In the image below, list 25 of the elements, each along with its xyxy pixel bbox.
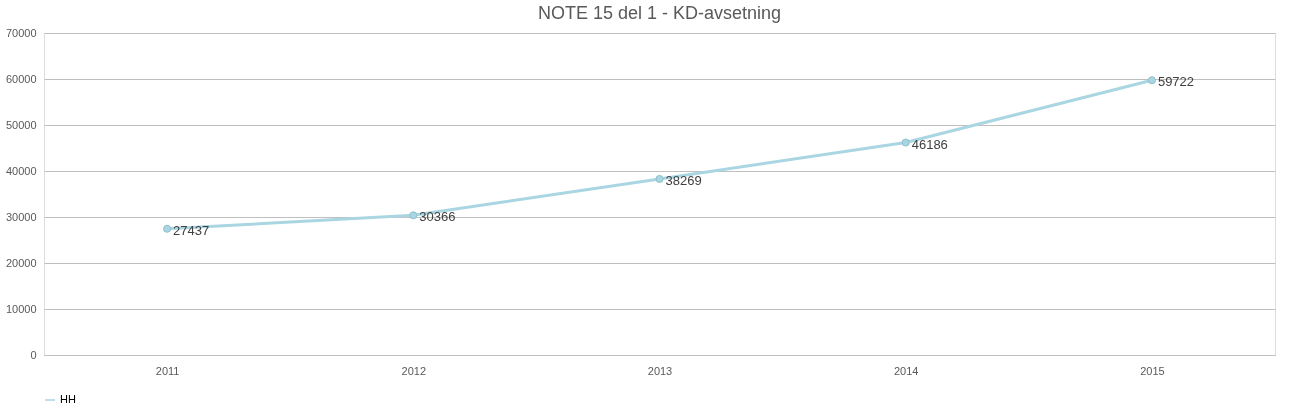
data-label: 38269: [665, 172, 702, 188]
data-label: 46186: [911, 136, 948, 152]
y-tick-label: 20000: [5, 256, 37, 269]
point: [409, 211, 418, 220]
x-tick-label: 2011: [155, 364, 180, 377]
y-tick-label: 30000: [5, 210, 37, 223]
x-tick-label: 2015: [1140, 364, 1165, 377]
y-tick-label: 10000: [5, 302, 37, 315]
point: [163, 224, 172, 233]
point: [655, 174, 664, 183]
y-tick-label: 0: [30, 348, 37, 361]
data-label: 59722: [1157, 74, 1195, 90]
legend-label: HH: [60, 393, 76, 405]
x-tick-label: 2014: [893, 364, 919, 377]
y-tick-label: 40000: [5, 164, 37, 177]
y-tick-label: 60000: [5, 72, 37, 85]
y-tick-label: 50000: [5, 118, 37, 131]
y-tick-label: 70000: [5, 26, 37, 39]
x-tick-label: 2013: [647, 364, 673, 377]
data-label: 30366: [419, 209, 456, 225]
data-label: 27437: [173, 222, 210, 238]
point: [1147, 76, 1156, 85]
chart-title: NOTE 15 del 1 - KD-avsetning: [537, 3, 782, 23]
x-tick-label: 2012: [401, 364, 427, 377]
point: [901, 138, 910, 147]
